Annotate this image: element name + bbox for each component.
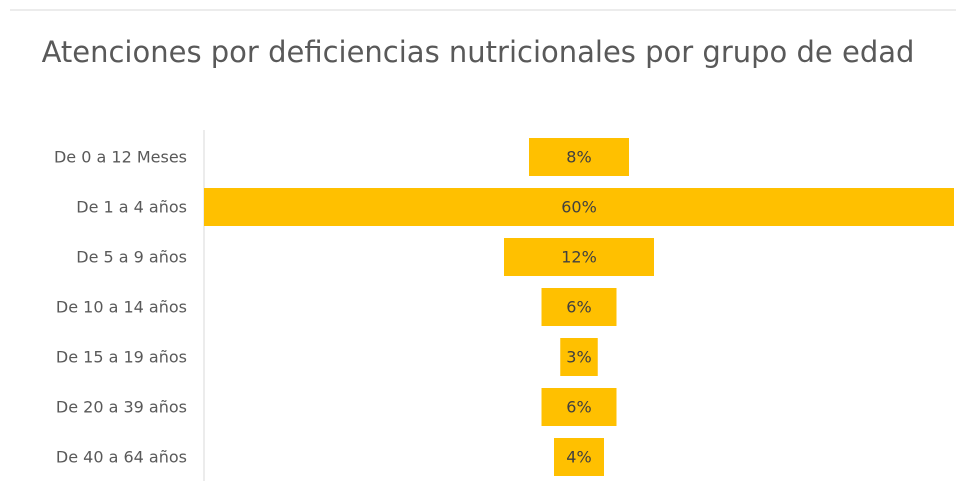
- category-label: De 1 a 4 años: [76, 198, 187, 217]
- bar: [204, 188, 954, 226]
- data-label: 6%: [566, 298, 591, 317]
- bar: [529, 138, 629, 176]
- category-label: De 10 a 14 años: [56, 298, 187, 317]
- bar: [554, 438, 604, 476]
- data-label: 6%: [566, 398, 591, 417]
- category-label: De 0 a 12 Meses: [54, 148, 187, 167]
- data-label: 4%: [566, 448, 591, 467]
- bar: [560, 338, 598, 376]
- category-label: De 40 a 64 años: [56, 448, 187, 467]
- category-label: De 15 a 19 años: [56, 348, 187, 367]
- category-label: De 20 a 39 años: [56, 398, 187, 417]
- chart-title: Atenciones por deficiencias nutricionale…: [41, 35, 915, 69]
- data-label: 60%: [561, 198, 597, 217]
- data-label: 12%: [561, 248, 597, 267]
- category-label: De 5 a 9 años: [76, 248, 187, 267]
- data-label: 8%: [566, 148, 591, 167]
- bar: [541, 388, 617, 426]
- bar: [541, 288, 617, 326]
- bar: [504, 238, 654, 276]
- data-label: 3%: [566, 348, 591, 367]
